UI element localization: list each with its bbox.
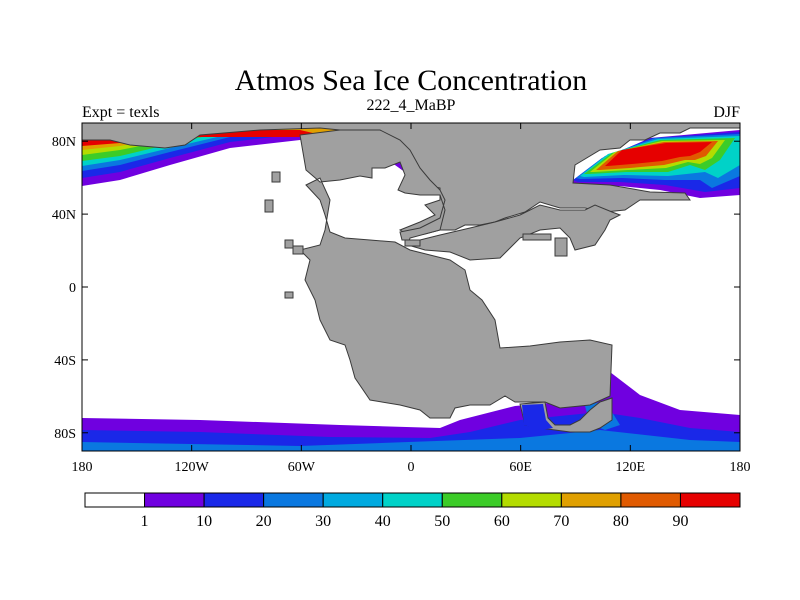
x-tick-label: 60E [509, 460, 532, 475]
colorbar-label: 90 [672, 513, 688, 530]
colorbar-swatch [322, 492, 384, 508]
colorbar-label: 10 [196, 513, 212, 530]
colorbar-label: 30 [315, 513, 331, 530]
colorbar-swatch [620, 492, 681, 508]
land-central-continent [299, 129, 622, 419]
run-label: 222_4_MaBP [367, 97, 456, 114]
arctic-ice-east [570, 130, 740, 198]
x-tick-label: 0 [408, 460, 415, 475]
x-tick-label: 120W [175, 460, 210, 475]
colorbar: 1 10 20 30 40 50 60 70 80 90 [84, 492, 741, 530]
x-tick-label: 120E [616, 460, 646, 475]
y-tick-label: 80S [54, 427, 76, 442]
colorbar-label: 50 [434, 513, 450, 530]
small-islands [264, 171, 568, 299]
colorbar-label: 70 [553, 513, 569, 530]
x-tick-label: 180 [72, 460, 93, 475]
y-tick-label: 40N [52, 208, 76, 223]
colorbar-swatch [441, 492, 503, 508]
experiment-label: Expt = texls [82, 104, 159, 121]
land-antarctic-inner [522, 404, 553, 430]
x-axis: 180 120W 60W 0 60E 120E 180 [72, 123, 751, 475]
y-tick-label: 0 [69, 281, 76, 296]
map-plot-area [82, 123, 740, 451]
y-axis: 80N 40N 0 40S 80S [52, 135, 740, 442]
colorbar-swatch [144, 492, 205, 508]
y-tick-label: 80N [52, 135, 76, 150]
colorbar-swatch [382, 492, 443, 508]
colorbar-label: 1 [141, 513, 149, 530]
colorbar-label: 40 [375, 513, 391, 530]
colorbar-swatch [560, 492, 622, 508]
x-tick-label: 180 [730, 460, 751, 475]
colorbar-swatch [679, 492, 741, 508]
x-tick-label: 60W [288, 460, 316, 475]
colorbar-label: 60 [494, 513, 510, 530]
figure-title: Atmos Sea Ice Concentration [235, 64, 587, 97]
colorbar-label: 80 [613, 513, 629, 530]
y-tick-label: 40S [54, 354, 76, 369]
colorbar-swatch [203, 492, 265, 508]
colorbar-label: 20 [256, 513, 272, 530]
colorbar-swatch [84, 492, 146, 508]
colorbar-swatch [263, 492, 324, 508]
colorbar-swatch [501, 492, 562, 508]
season-label: DJF [713, 104, 740, 121]
